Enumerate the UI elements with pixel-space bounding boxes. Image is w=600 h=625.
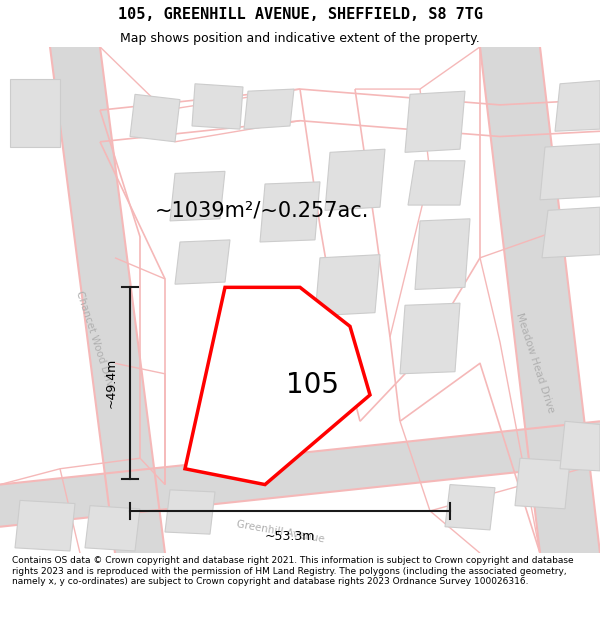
Text: Chancet Wood Drive: Chancet Wood Drive xyxy=(74,290,116,394)
Polygon shape xyxy=(405,91,465,152)
Polygon shape xyxy=(325,149,385,211)
Polygon shape xyxy=(408,161,465,205)
Polygon shape xyxy=(192,84,243,129)
Polygon shape xyxy=(130,94,180,142)
Polygon shape xyxy=(15,501,75,551)
Polygon shape xyxy=(0,421,600,527)
Text: Greenhill Avenue: Greenhill Avenue xyxy=(235,519,325,545)
Polygon shape xyxy=(560,421,600,471)
Polygon shape xyxy=(415,219,470,289)
Polygon shape xyxy=(315,254,380,316)
Polygon shape xyxy=(50,47,165,553)
Text: ~53.3m: ~53.3m xyxy=(265,530,315,543)
Text: 105: 105 xyxy=(286,371,339,399)
Polygon shape xyxy=(10,79,60,147)
Text: 105, GREENHILL AVENUE, SHEFFIELD, S8 7TG: 105, GREENHILL AVENUE, SHEFFIELD, S8 7TG xyxy=(118,6,482,21)
Polygon shape xyxy=(85,506,140,551)
Polygon shape xyxy=(185,288,370,484)
Text: Contains OS data © Crown copyright and database right 2021. This information is : Contains OS data © Crown copyright and d… xyxy=(12,556,574,586)
Text: Map shows position and indicative extent of the property.: Map shows position and indicative extent… xyxy=(120,32,480,45)
Polygon shape xyxy=(515,458,570,509)
Polygon shape xyxy=(400,303,460,374)
Polygon shape xyxy=(445,484,495,530)
Polygon shape xyxy=(175,240,230,284)
Polygon shape xyxy=(244,89,294,129)
Polygon shape xyxy=(555,81,600,131)
Polygon shape xyxy=(480,47,600,553)
Polygon shape xyxy=(542,208,600,258)
Polygon shape xyxy=(165,490,215,534)
Polygon shape xyxy=(170,171,225,221)
Text: Meadow Head Drive: Meadow Head Drive xyxy=(514,312,556,414)
Text: ~49.4m: ~49.4m xyxy=(105,358,118,409)
Polygon shape xyxy=(540,144,600,200)
Polygon shape xyxy=(260,182,320,242)
Text: ~1039m²/~0.257ac.: ~1039m²/~0.257ac. xyxy=(155,201,370,221)
